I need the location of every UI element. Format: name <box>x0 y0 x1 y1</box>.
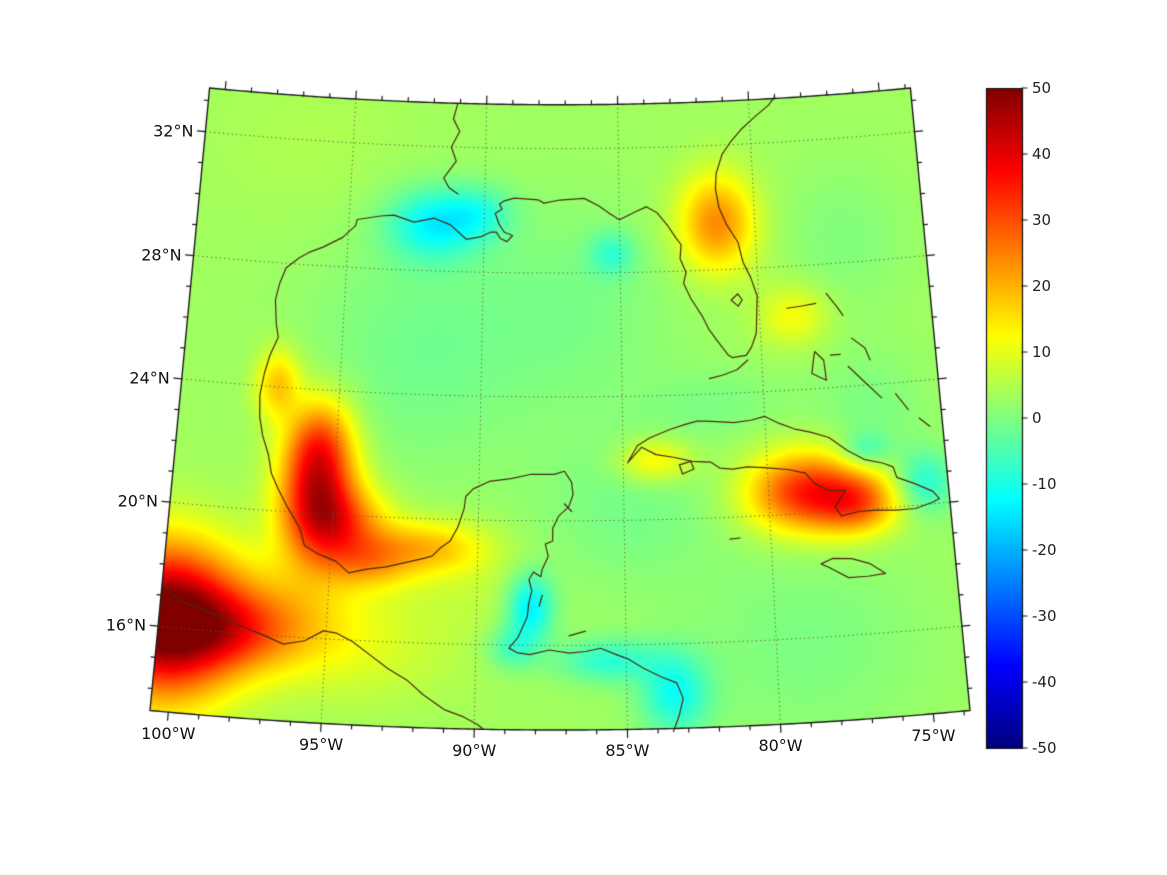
gulf-of-mexico-anomaly-map <box>0 0 1167 875</box>
figure: 32°N 28°N 24°N 20°N 16°N 100°W 95°W 90°W 85°W 80°… <box>0 0 1167 875</box>
